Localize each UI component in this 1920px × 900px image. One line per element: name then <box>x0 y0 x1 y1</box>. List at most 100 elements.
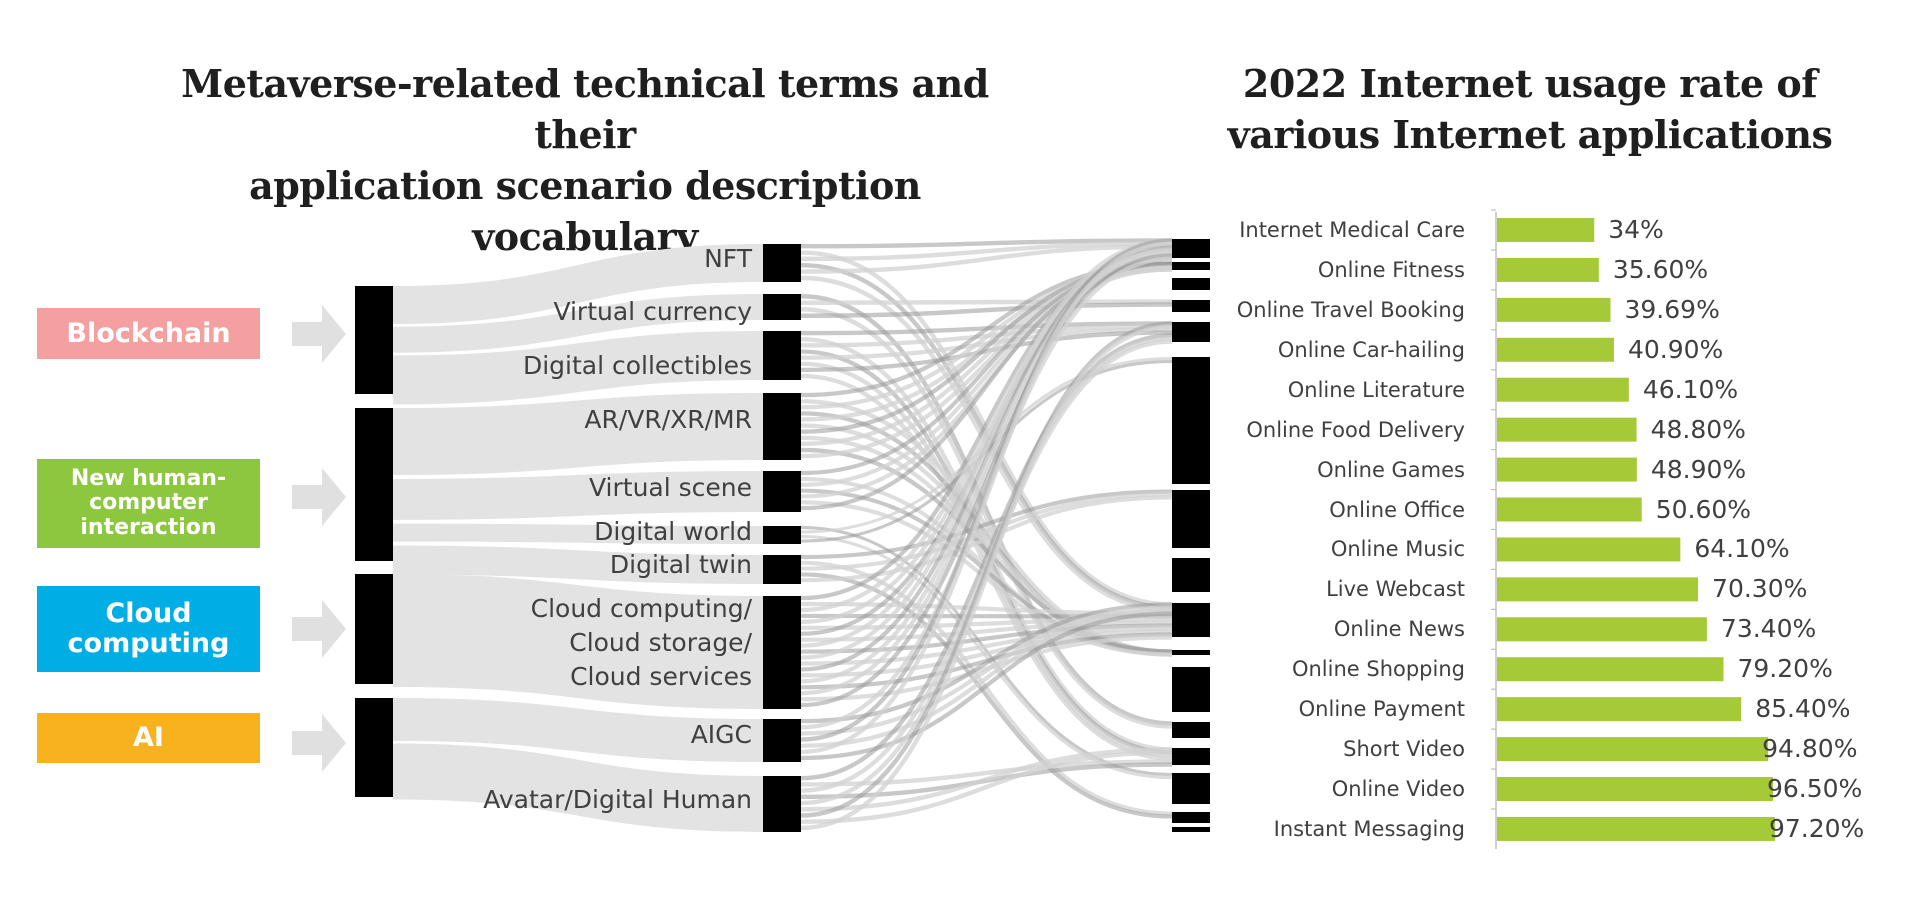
term-node <box>763 719 801 762</box>
category-blockchain: Blockchain <box>37 308 260 359</box>
flow-link <box>800 238 1173 648</box>
flow-link <box>800 321 1173 818</box>
flow-band <box>393 294 763 353</box>
term-label-digital-twin: Digital twin <box>609 550 752 579</box>
flow-link <box>800 294 1173 726</box>
bar <box>1497 377 1629 402</box>
flow-link <box>800 489 1173 560</box>
flow-bands <box>393 244 763 832</box>
application-node <box>1172 558 1210 592</box>
value-label: 97.20% <box>1768 813 1865 843</box>
term-node <box>763 471 801 512</box>
application-node <box>1172 722 1210 738</box>
bar <box>1497 297 1611 322</box>
application-node <box>1172 827 1210 832</box>
application-node <box>1172 773 1210 804</box>
category-node <box>355 286 393 394</box>
application-node <box>1172 239 1210 258</box>
bar <box>1497 417 1637 442</box>
flow-link <box>800 330 1173 373</box>
term-label-nft: NFT <box>704 244 752 273</box>
term-node <box>763 244 801 282</box>
term-label-ar-vr-xr-mr: AR/VR/XR/MR <box>584 405 752 434</box>
bar <box>1497 497 1642 522</box>
application-node <box>1172 278 1210 290</box>
category-label: Online Car-hailing <box>1277 337 1465 362</box>
bar <box>1497 337 1614 362</box>
flow-link <box>800 324 1173 831</box>
term-label-digital-world: Digital world <box>594 517 752 546</box>
term-node <box>763 393 801 460</box>
arrow-right-icon <box>292 468 346 526</box>
category-label: Online Games <box>1317 457 1465 482</box>
value-label: 50.60% <box>1655 494 1752 524</box>
arrow-right-icon <box>292 600 346 658</box>
flow-link <box>800 244 1173 274</box>
value-label: 79.20% <box>1737 654 1833 684</box>
cross-flows <box>800 238 1173 831</box>
arrow-right-icon <box>292 305 346 363</box>
category-label: Online Fitness <box>1317 257 1465 282</box>
bar <box>1497 657 1724 682</box>
flow-band <box>393 393 763 475</box>
value-label: 40.90% <box>1627 334 1724 364</box>
flow-link <box>800 611 1173 761</box>
flow-band <box>393 743 763 832</box>
value-label: 48.90% <box>1650 454 1747 484</box>
category-node <box>355 698 393 797</box>
application-node <box>1172 300 1210 312</box>
bar <box>1497 697 1742 722</box>
term-label-avatar-digital-human: Avatar/Digital Human <box>483 785 752 814</box>
category-label: Online Payment <box>1298 697 1465 722</box>
flow-link <box>800 747 1173 812</box>
category-label: Internet Medical Care <box>1239 218 1465 242</box>
category-label: Online Travel Booking <box>1236 297 1465 322</box>
flow-band <box>393 331 763 405</box>
category-label: Short Video <box>1343 737 1465 762</box>
term-label-virtual-currency: Virtual currency <box>553 297 752 326</box>
flow-link <box>800 299 1173 306</box>
value-label: 46.10% <box>1642 374 1739 404</box>
bar <box>1497 218 1595 242</box>
value-label: 94.80% <box>1762 734 1858 764</box>
bar <box>1497 577 1699 602</box>
term-node <box>763 331 801 380</box>
flow-link <box>800 492 1173 571</box>
term-label-digital-collectibles: Digital collectibles <box>522 351 752 380</box>
category-node <box>355 408 393 561</box>
flow-link <box>800 608 1173 748</box>
application-node <box>1172 357 1210 484</box>
category-label: Live Webcast <box>1326 577 1465 602</box>
arrow-right-icon <box>292 714 346 772</box>
category-cloud-computing: Cloud computing <box>37 586 260 672</box>
flow-band <box>393 471 763 520</box>
application-node <box>1172 667 1210 712</box>
flow-link <box>800 241 1173 755</box>
term-node <box>763 294 801 320</box>
value-label: 70.30% <box>1712 574 1808 604</box>
category-new-hci: New human- computer interaction <box>37 459 260 548</box>
left-chart-title: Metaverse-related technical terms and th… <box>181 61 989 259</box>
flow-link <box>800 750 1173 824</box>
flow-link <box>800 572 1173 819</box>
category-label: Online Shopping <box>1291 657 1465 682</box>
flow-band <box>393 574 763 709</box>
flow-link <box>800 250 1173 696</box>
term-label-cloud-computing: Cloud computing/ Cloud storage/ Cloud se… <box>530 594 752 691</box>
term-node <box>763 776 801 832</box>
category-label: Online News <box>1333 617 1465 642</box>
flow-link <box>800 241 1173 262</box>
category-label: Online Office <box>1329 497 1465 522</box>
flow-link <box>800 333 1173 781</box>
value-label: 35.60% <box>1612 254 1709 284</box>
flow-band <box>393 523 763 544</box>
value-label: 73.40% <box>1720 614 1817 644</box>
category-label: Instant Messaging <box>1273 816 1465 841</box>
flow-band <box>393 698 763 762</box>
flow-link <box>800 302 1173 319</box>
application-node <box>1172 262 1210 270</box>
value-label: 39.69% <box>1624 294 1720 324</box>
flow-link <box>800 495 1173 583</box>
